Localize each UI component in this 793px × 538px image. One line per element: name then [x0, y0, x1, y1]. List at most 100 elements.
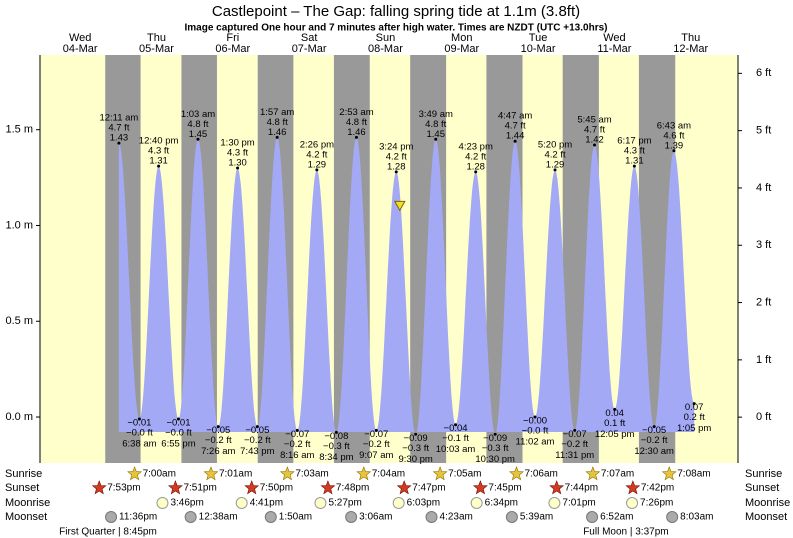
tide-extreme	[354, 135, 358, 139]
tide-time: 11:02 am	[516, 437, 555, 448]
tide-extreme	[196, 137, 200, 141]
row-label: Sunrise	[5, 468, 42, 480]
moonrise-icon	[156, 497, 169, 509]
tide-time: 7:26 am	[201, 446, 235, 457]
tide-metres: 1.45	[189, 129, 208, 140]
tide-time: 3:24 pm	[379, 141, 413, 152]
day-date: 09-Mar	[444, 43, 479, 55]
tide-extreme	[315, 168, 319, 172]
sunset-icon	[320, 480, 336, 495]
moonset-icon	[425, 511, 438, 523]
moonrise-time: 4:41pm	[250, 498, 283, 509]
current-level	[393, 200, 406, 212]
tide-extreme	[334, 430, 338, 434]
row-label: Moonset	[5, 511, 47, 523]
tide-extreme	[137, 417, 141, 421]
tide-extreme	[454, 423, 458, 427]
sunrise-time: 7:03am	[295, 469, 328, 480]
tide-metres: 1.46	[347, 127, 366, 138]
tide-time: 9:30 pm	[398, 454, 432, 465]
tide-extreme	[692, 402, 696, 406]
tide-feet: 4.3 ft	[227, 148, 248, 159]
tide-extreme	[513, 139, 517, 143]
tide-extreme	[474, 170, 478, 174]
y-tick-label: 0.0 m	[5, 411, 33, 423]
tide-feet: 4.8 ft	[346, 117, 367, 128]
tide-time: 1:30 pm	[220, 138, 254, 149]
day-date: 07-Mar	[292, 43, 327, 55]
tide-extreme	[157, 164, 161, 168]
tide-time: 6:43 am	[657, 120, 691, 131]
sunset-time: 7:42pm	[641, 483, 674, 494]
y2-tick-label: 4 ft	[756, 182, 771, 194]
y-tick-label: 1.0 m	[5, 219, 33, 231]
day-date: 08-Mar	[368, 43, 403, 55]
sunset-icon	[244, 480, 260, 495]
y2-tick-label: 6 ft	[756, 67, 771, 79]
moonset-icon	[184, 511, 197, 523]
y2-tick-label: 5 ft	[756, 125, 771, 137]
tide-feet: 4.6 ft	[663, 130, 684, 141]
sunset-time: 7:51pm	[183, 483, 216, 494]
day-weekday: Sun	[376, 32, 396, 44]
tide-time: 8:16 am	[280, 450, 314, 461]
moonset-time: 12:38am	[199, 512, 238, 523]
day-weekday: Fri	[226, 32, 239, 44]
tide-time: 1:57 am	[260, 107, 294, 118]
sunrise-icon	[585, 466, 601, 481]
row-label: Moonset	[745, 511, 787, 523]
tide-extreme	[533, 415, 537, 419]
tide-metres: 0.04	[605, 408, 624, 419]
tide-feet: −0.2 ft	[244, 435, 271, 446]
day-weekday: Tue	[529, 32, 548, 44]
tide-time: 1:05 pm	[677, 423, 711, 434]
tide-feet: 4.7 ft	[108, 123, 129, 134]
tide-metres: −0.04	[444, 423, 468, 434]
tide-feet: −0.2 ft	[205, 435, 232, 446]
tide-extreme	[176, 417, 180, 421]
tide-metres: −0.01	[127, 417, 151, 428]
tide-feet: 0.1 ft	[604, 418, 625, 429]
y2-tick-label: 1 ft	[756, 354, 771, 366]
tide-feet: 4.3 ft	[148, 146, 169, 157]
tide-extreme	[295, 428, 299, 432]
tide-extreme	[672, 149, 676, 153]
tide-extreme	[236, 166, 240, 170]
tide-time: 5:45 am	[577, 115, 611, 126]
tide-time: 8:34 pm	[319, 452, 353, 463]
moonrise-time: 6:03pm	[407, 498, 440, 509]
tide-extreme	[434, 137, 438, 141]
moonrise-icon	[314, 497, 327, 509]
day-date: 04-Mar	[63, 43, 98, 55]
moonrise-time: 3:46pm	[170, 498, 203, 509]
moonset-icon	[666, 511, 679, 523]
sunrise-time: 7:06am	[524, 469, 557, 480]
moonrise-icon	[626, 497, 639, 509]
tide-time: 5:20 pm	[538, 139, 572, 150]
tide-feet: 0.2 ft	[684, 412, 705, 423]
tide-metres: 1.39	[665, 140, 684, 151]
sunrise-icon	[661, 466, 677, 481]
tide-metres: 0.07	[685, 402, 704, 413]
tide-metres: 1.42	[585, 135, 604, 146]
tide-extreme	[394, 170, 398, 174]
moonrise-time: 6:34pm	[485, 498, 518, 509]
tide-feet: 4.7 ft	[505, 121, 526, 132]
day-date: 12-Mar	[673, 43, 708, 55]
tide-metres: −0.00	[523, 416, 547, 427]
tide-feet: 4.2 ft	[465, 151, 486, 162]
tide-feet: −0.3 ft	[402, 443, 429, 454]
tide-extreme	[652, 425, 656, 429]
moonset-time: 1:50am	[279, 512, 312, 523]
tide-feet: −0.3 ft	[482, 443, 509, 454]
tide-time: 11:31 pm	[555, 450, 594, 461]
tide-feet: −0.2 ft	[284, 439, 311, 450]
sunset-icon	[625, 480, 641, 495]
tide-extreme	[613, 407, 617, 411]
tide-metres: −0.07	[563, 429, 587, 440]
sunrise-time: 7:04am	[372, 469, 405, 480]
moonset-icon	[264, 511, 277, 523]
tide-metres: 1.31	[625, 156, 644, 167]
tide-time: 6:38 am	[122, 438, 156, 449]
tide-feet: −0.2 ft	[363, 439, 390, 450]
